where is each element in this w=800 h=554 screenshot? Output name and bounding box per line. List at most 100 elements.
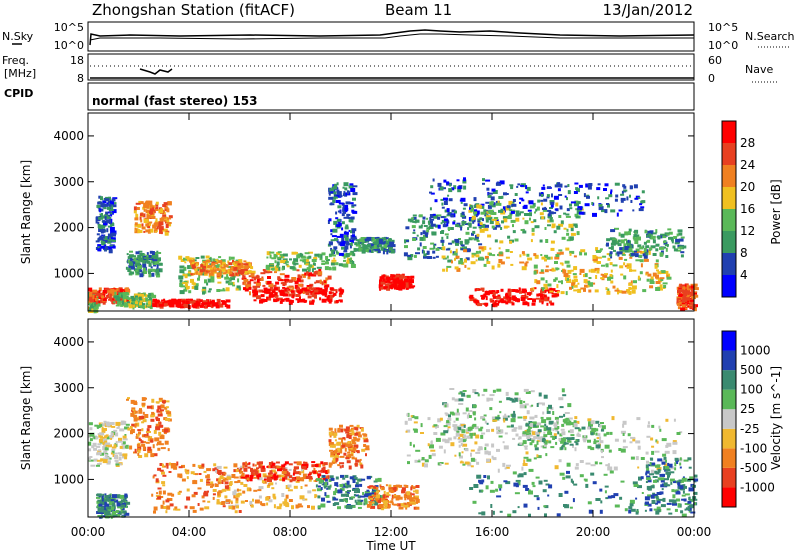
power-cell (652, 253, 657, 256)
velocity-cell (250, 471, 254, 476)
velocity-cell (114, 499, 119, 503)
power-cell (319, 291, 322, 295)
power-cell (479, 227, 482, 230)
power-cell (110, 237, 116, 240)
velocity-cell (117, 452, 122, 455)
power-cell (533, 253, 537, 257)
velocity-cell (216, 465, 222, 469)
power-cell (235, 272, 238, 276)
power-cell (134, 227, 137, 231)
power-cell (179, 290, 185, 295)
velocity-cell (178, 490, 182, 493)
velocity-cell (101, 495, 104, 499)
power-cell (343, 231, 349, 235)
noise-search-label: N.Search (745, 30, 795, 43)
velocity-cell (330, 451, 336, 456)
power-cell (141, 226, 146, 230)
velocity-cell (120, 420, 124, 425)
velocity-cell (362, 433, 367, 436)
power-cell (448, 188, 453, 193)
power-cell (338, 222, 342, 226)
power-cell (650, 236, 655, 240)
power-cell (102, 228, 106, 233)
power-cell (276, 252, 281, 255)
power-cell (489, 220, 494, 225)
power-cell (142, 206, 146, 210)
power-cell (206, 282, 209, 286)
power-cell (657, 236, 661, 240)
power-cell (550, 204, 554, 208)
power-cell (266, 291, 271, 294)
power-cell (450, 214, 454, 218)
power-cell (364, 248, 369, 252)
velocity-cell (120, 500, 123, 504)
velocity-cell (264, 477, 267, 480)
power-cell (179, 283, 184, 287)
velocity-cell (238, 510, 242, 513)
velocity-cell (283, 501, 289, 506)
power-cell (483, 228, 489, 232)
power-cell (327, 294, 332, 299)
velocity-cell (300, 477, 305, 482)
power-cell (136, 300, 141, 303)
power-cell (546, 194, 550, 198)
power-cell (667, 228, 672, 231)
power-cell (678, 238, 684, 242)
power-cell (333, 193, 337, 198)
power-cell (309, 272, 312, 277)
velocity-cell (373, 480, 378, 483)
velocity-cell (523, 472, 527, 476)
velocity-cell (333, 432, 338, 436)
power-cell (104, 288, 109, 292)
velocity-cell (374, 502, 379, 506)
power-cell (460, 201, 463, 204)
power-cell (334, 238, 338, 242)
power-cell (534, 211, 536, 214)
power-cell (392, 283, 395, 287)
power-cell (95, 292, 101, 296)
velocity-cell (272, 475, 274, 480)
velocity-cell (467, 427, 471, 431)
power-cell (617, 239, 621, 243)
velocity-cell (237, 479, 241, 483)
power-cell (305, 287, 310, 290)
power-cell (111, 209, 117, 214)
power-cell (141, 271, 145, 274)
power-cell (410, 254, 414, 257)
power-cell (127, 297, 131, 301)
velocity-cell (295, 480, 300, 483)
velocity-cell (273, 473, 277, 477)
power-cell (212, 258, 216, 263)
power-cell (354, 242, 358, 246)
power-cell (577, 201, 581, 205)
power-cell (242, 274, 245, 279)
velocity-cell (424, 459, 429, 463)
velocity-cell (500, 429, 504, 434)
velocity-cell (536, 403, 539, 407)
power-cell (626, 265, 632, 269)
velocity-cell (453, 420, 456, 423)
power-cell (112, 230, 117, 235)
velocity-cell (165, 499, 170, 503)
velocity-cell (355, 482, 359, 486)
velocity-cell (95, 436, 99, 440)
velocity-cell (124, 494, 128, 498)
power-cell (254, 276, 256, 281)
velocity-cell (414, 416, 419, 420)
velocity-cell (97, 507, 102, 511)
power-cell (104, 238, 109, 243)
power-cell (281, 267, 284, 271)
power-cell (566, 197, 568, 201)
power-cell (232, 259, 234, 263)
velocity-cell (435, 425, 439, 428)
power-cell (482, 288, 485, 292)
velocity-cell (235, 468, 239, 472)
power-cell (681, 245, 687, 249)
power-cell (407, 254, 412, 257)
power-cell (133, 257, 137, 262)
power-cell (135, 213, 138, 218)
power-cell (99, 208, 102, 213)
velocity-cell (337, 427, 341, 430)
velocity-cell (345, 457, 350, 460)
velocity-cell (459, 461, 464, 464)
